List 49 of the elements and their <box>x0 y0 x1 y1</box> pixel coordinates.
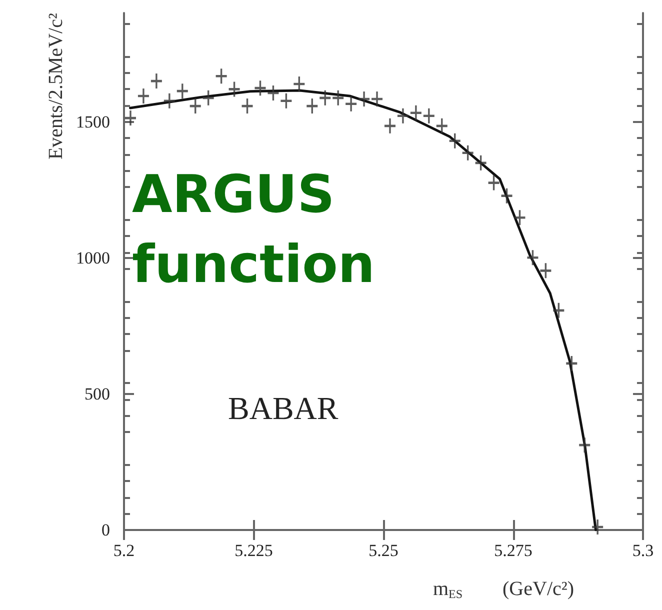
point <box>214 68 228 85</box>
point <box>344 95 358 112</box>
point <box>591 518 604 536</box>
point <box>552 302 566 319</box>
point <box>318 89 332 106</box>
point <box>565 354 578 372</box>
point <box>280 92 293 110</box>
point <box>409 104 422 122</box>
point <box>448 132 462 150</box>
point <box>136 87 150 104</box>
point <box>162 92 176 110</box>
point <box>435 117 448 134</box>
x-tick-label: 5.2 <box>113 541 135 560</box>
point <box>188 98 202 115</box>
point <box>306 98 319 115</box>
point <box>202 89 215 106</box>
point <box>539 262 552 280</box>
point <box>474 154 488 172</box>
point <box>422 107 436 124</box>
point <box>266 84 280 102</box>
y-tick-label: 1500 <box>76 112 110 132</box>
point <box>254 80 267 97</box>
annotation: ARGUS function <box>132 165 375 295</box>
point <box>513 209 526 226</box>
point <box>240 98 254 115</box>
y-tick-label: 0 <box>102 520 110 540</box>
point <box>578 436 592 454</box>
point <box>292 76 306 93</box>
annotation: BABAR <box>228 390 339 426</box>
point <box>487 174 500 192</box>
x-tick-label: 5.25 <box>368 541 398 560</box>
x-tick-label: 5.3 <box>632 541 654 560</box>
point <box>332 89 345 106</box>
x-tick-label: 5.225 <box>234 541 273 560</box>
y-tick-label: 1000 <box>76 248 110 268</box>
y-tick-label: 500 <box>84 384 110 404</box>
point <box>396 107 410 124</box>
point <box>383 117 396 134</box>
point <box>228 80 241 98</box>
point <box>358 90 371 108</box>
point <box>500 187 514 204</box>
point <box>526 249 540 266</box>
point <box>461 144 474 162</box>
point <box>176 82 189 100</box>
x-tick-label: 5.275 <box>494 541 532 560</box>
point <box>150 72 163 90</box>
point <box>370 90 384 108</box>
y-axis-title: Events/2.5MeV/c² <box>45 13 67 160</box>
point <box>124 110 137 127</box>
